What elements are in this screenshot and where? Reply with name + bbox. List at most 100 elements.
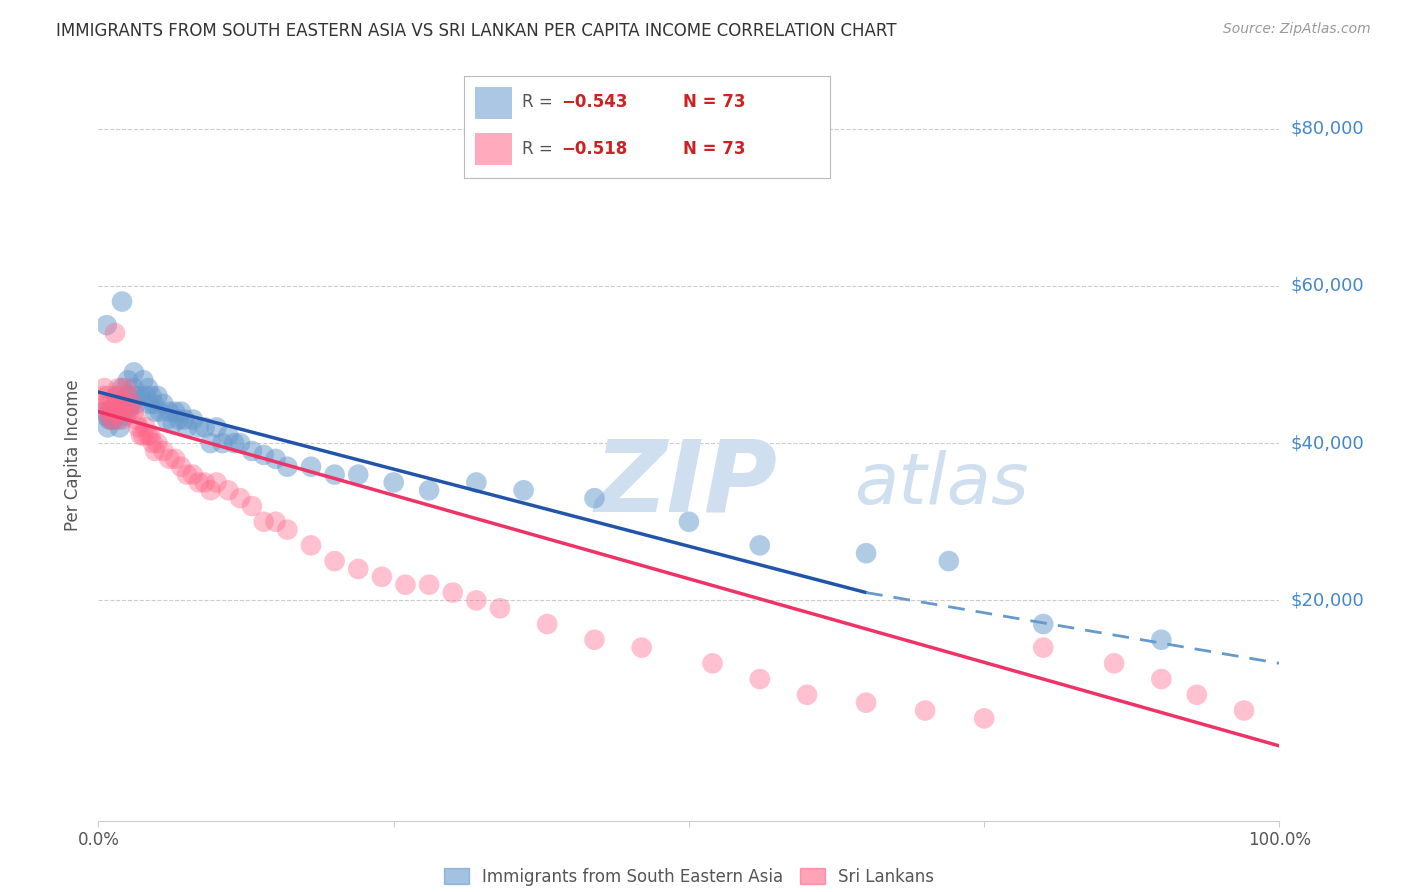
Point — [465, 593, 488, 607]
Point — [418, 483, 440, 498]
Point — [101, 412, 124, 426]
Point — [512, 483, 534, 498]
Point — [181, 412, 204, 426]
Point — [141, 389, 163, 403]
Point — [205, 475, 228, 490]
Point — [136, 428, 159, 442]
Point — [103, 405, 125, 419]
Point — [112, 405, 135, 419]
Point — [240, 444, 263, 458]
Point — [394, 577, 416, 591]
Point — [157, 405, 180, 419]
Point — [1032, 640, 1054, 655]
Point — [264, 451, 287, 466]
Point — [173, 412, 195, 426]
Point — [111, 412, 134, 426]
Point — [149, 405, 172, 419]
Point — [143, 444, 166, 458]
Point — [162, 417, 184, 431]
Point — [103, 412, 125, 426]
Point — [347, 467, 370, 482]
Point — [122, 381, 145, 395]
Point — [973, 711, 995, 725]
Point — [347, 562, 370, 576]
Point — [142, 436, 165, 450]
Point — [299, 538, 322, 552]
Point — [129, 428, 152, 442]
Point — [91, 389, 114, 403]
Point — [465, 475, 488, 490]
Point — [583, 632, 606, 647]
Point — [132, 373, 155, 387]
Point — [157, 451, 180, 466]
Point — [96, 397, 118, 411]
Point — [536, 617, 558, 632]
Point — [94, 405, 117, 419]
Text: N = 73: N = 73 — [683, 94, 745, 112]
Text: R =: R = — [523, 94, 558, 112]
Point — [217, 428, 239, 442]
Legend: Immigrants from South Eastern Asia, Sri Lankans: Immigrants from South Eastern Asia, Sri … — [437, 862, 941, 892]
Point — [112, 397, 135, 411]
Point — [122, 365, 145, 379]
Point — [630, 640, 652, 655]
Point — [229, 436, 252, 450]
Text: Source: ZipAtlas.com: Source: ZipAtlas.com — [1223, 22, 1371, 37]
Point — [101, 401, 124, 415]
Point — [229, 491, 252, 505]
Point — [111, 381, 134, 395]
Point — [100, 412, 122, 426]
Point — [702, 657, 724, 671]
Text: −0.543: −0.543 — [561, 94, 627, 112]
Point — [1150, 632, 1173, 647]
Point — [132, 428, 155, 442]
Point — [253, 515, 276, 529]
Point — [264, 515, 287, 529]
Point — [176, 420, 198, 434]
Point — [418, 577, 440, 591]
Point — [121, 397, 143, 411]
Point — [1032, 617, 1054, 632]
Point — [98, 412, 121, 426]
Point — [117, 389, 139, 403]
Point — [253, 448, 276, 462]
Point — [382, 475, 405, 490]
Point — [143, 405, 166, 419]
Text: $20,000: $20,000 — [1291, 591, 1364, 609]
Text: N = 73: N = 73 — [683, 140, 745, 158]
Point — [104, 326, 127, 340]
Point — [128, 420, 150, 434]
Point — [100, 412, 122, 426]
Text: $80,000: $80,000 — [1291, 120, 1364, 137]
Point — [441, 585, 464, 599]
Point — [105, 397, 128, 411]
Point — [135, 389, 157, 403]
Point — [136, 381, 159, 395]
Point — [114, 381, 136, 395]
Point — [167, 412, 190, 426]
Point — [165, 451, 187, 466]
Point — [323, 467, 346, 482]
Point — [111, 294, 134, 309]
Point — [938, 554, 960, 568]
Text: R =: R = — [523, 140, 558, 158]
Point — [187, 475, 209, 490]
Point — [217, 483, 239, 498]
Text: $60,000: $60,000 — [1291, 277, 1364, 295]
Point — [200, 436, 222, 450]
Point — [139, 428, 162, 442]
Bar — [475, 87, 512, 119]
Point — [107, 412, 129, 426]
Point — [117, 373, 139, 387]
Bar — [475, 133, 512, 165]
Point — [93, 381, 115, 395]
Point — [156, 412, 179, 426]
Point — [855, 696, 877, 710]
Point — [678, 515, 700, 529]
Point — [128, 389, 150, 403]
Point — [194, 420, 217, 434]
Point — [748, 538, 770, 552]
Point — [748, 672, 770, 686]
Point — [276, 459, 298, 474]
Point — [323, 554, 346, 568]
